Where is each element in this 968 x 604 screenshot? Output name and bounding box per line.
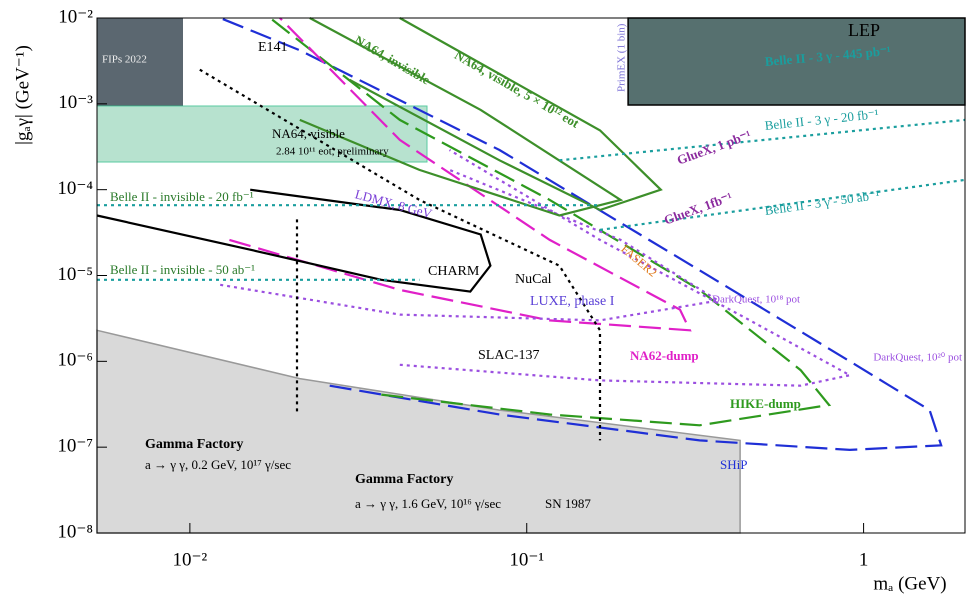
annotation: PrimEX (1 bin) bbox=[616, 23, 628, 92]
annotation: E141 bbox=[258, 40, 288, 55]
series-line bbox=[399, 149, 853, 387]
y-tick-label: 10⁻⁴ bbox=[57, 178, 93, 199]
series-label: NA62-dump bbox=[630, 348, 699, 363]
series-label: Belle II - invisible - 50 ab⁻¹ bbox=[110, 262, 255, 277]
annotation: FIPs 2022 bbox=[102, 54, 147, 66]
series-line bbox=[96, 188, 492, 293]
series-line bbox=[199, 68, 602, 441]
y-tick-label: 10⁻² bbox=[58, 6, 93, 27]
series-label: CHARM bbox=[428, 264, 480, 279]
shaded-region bbox=[96, 105, 428, 163]
series-line bbox=[229, 17, 692, 332]
annotation: a → γ γ, 0.2 GeV, 10¹⁷ γ/sec bbox=[145, 457, 291, 472]
y-tick-label: 10⁻⁷ bbox=[57, 436, 93, 457]
annotation: a → γ γ, 1.6 GeV, 10¹⁶ γ/sec bbox=[355, 496, 501, 511]
series-label: SHiP bbox=[720, 457, 747, 472]
annotation: 2.84 10¹¹ eot, preliminary bbox=[276, 146, 389, 158]
y-tick-label: 10⁻⁶ bbox=[57, 350, 93, 371]
y-tick-label: 10⁻⁸ bbox=[57, 521, 93, 542]
series-label: DarkQuest, 10¹⁸ pot bbox=[712, 294, 800, 306]
series-line bbox=[220, 168, 722, 322]
x-axis-label: mₐ (GeV) bbox=[873, 573, 946, 594]
series-label: Belle II - invisible - 20 fb⁻¹ bbox=[110, 189, 254, 204]
annotation: Gamma Factory bbox=[355, 472, 453, 487]
annotation: NA64, visible bbox=[272, 126, 345, 141]
x-tick-label: 1 bbox=[859, 549, 869, 570]
series-line bbox=[559, 118, 966, 162]
logo-box bbox=[97, 18, 183, 106]
series-line bbox=[299, 17, 624, 217]
series-label: LEP bbox=[848, 20, 880, 40]
x-tick-label: 10⁻¹ bbox=[509, 549, 544, 570]
annotation: LUXE, phase I bbox=[530, 294, 615, 309]
series-label: SN 1987 bbox=[545, 496, 591, 511]
series-line bbox=[349, 17, 663, 212]
y-tick-label: 10⁻⁵ bbox=[57, 264, 93, 285]
y-tick-label: 10⁻³ bbox=[58, 92, 93, 113]
series-label: DarkQuest, 10²⁰ pot bbox=[873, 352, 962, 364]
series-label: NuCal bbox=[515, 272, 552, 287]
x-tick-label: 10⁻² bbox=[173, 549, 208, 570]
series-line bbox=[219, 16, 943, 452]
series-label: SLAC-137 bbox=[478, 348, 539, 363]
series-line bbox=[599, 178, 966, 231]
series-label: HIKE-dump bbox=[730, 396, 801, 411]
annotation: Gamma Factory bbox=[145, 437, 243, 452]
y-axis-label: |gₐγ| (GeV⁻¹) bbox=[12, 45, 33, 145]
